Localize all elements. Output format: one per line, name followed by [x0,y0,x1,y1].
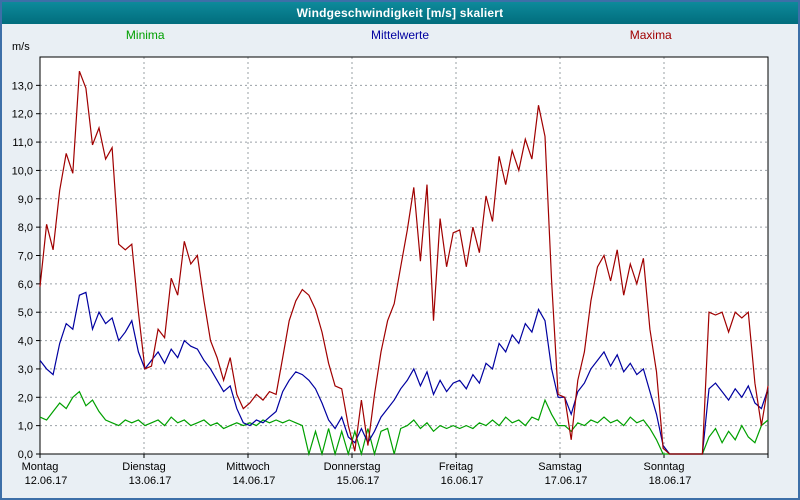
y-tick-label: 4,0 [18,336,33,348]
y-tick-label: 10,0 [12,165,33,177]
x-tick-date: 17.06.17 [545,475,588,487]
chart-legend: Minima Mittelwerte Maxima [2,28,798,43]
x-tick-weekday: Montag [22,461,59,473]
x-tick-weekday: Donnerstag [324,461,381,473]
y-tick-label: 9,0 [18,194,33,206]
legend-mittelwerte: Mittelwerte [370,28,430,42]
y-tick-label: 11,0 [12,137,33,149]
x-tick-date: 14.06.17 [233,475,276,487]
legend-minima: Minima [125,28,165,42]
x-tick-weekday: Sonntag [644,461,685,473]
legend-maxima: Maxima [629,28,672,42]
x-tick-date: 13.06.17 [129,475,172,487]
x-tick-date: 16.06.17 [441,475,484,487]
x-tick-weekday: Samstag [538,461,581,473]
y-tick-label: 3,0 [18,364,33,376]
y-tick-label: 13,0 [12,80,33,92]
y-tick-label: 0,0 [18,449,33,461]
y-tick-label: 7,0 [18,251,33,263]
x-tick-weekday: Mittwoch [226,461,269,473]
y-tick-label: 1,0 [18,421,33,433]
x-tick-date: 15.06.17 [337,475,380,487]
series-mittelwerte [39,291,769,455]
x-tick-date: 12.06.17 [25,475,68,487]
y-tick-label: 8,0 [18,222,33,234]
x-tick-weekday: Dienstag [122,461,165,473]
series-minima [39,390,769,457]
y-tick-label: 6,0 [18,279,33,291]
x-tick-date: 18.06.17 [649,475,692,487]
y-axis-unit: m/s [12,41,30,53]
y-tick-label: 12,0 [12,109,33,121]
series-maxima [39,70,769,455]
window-title: Windgeschwindigkeit [m/s] skaliert [296,6,504,20]
y-tick-label: 5,0 [18,307,33,319]
y-tick-label: 2,0 [18,392,33,404]
x-tick-weekday: Freitag [439,461,473,473]
window-title-bar: Windgeschwindigkeit [m/s] skaliert [2,2,798,24]
